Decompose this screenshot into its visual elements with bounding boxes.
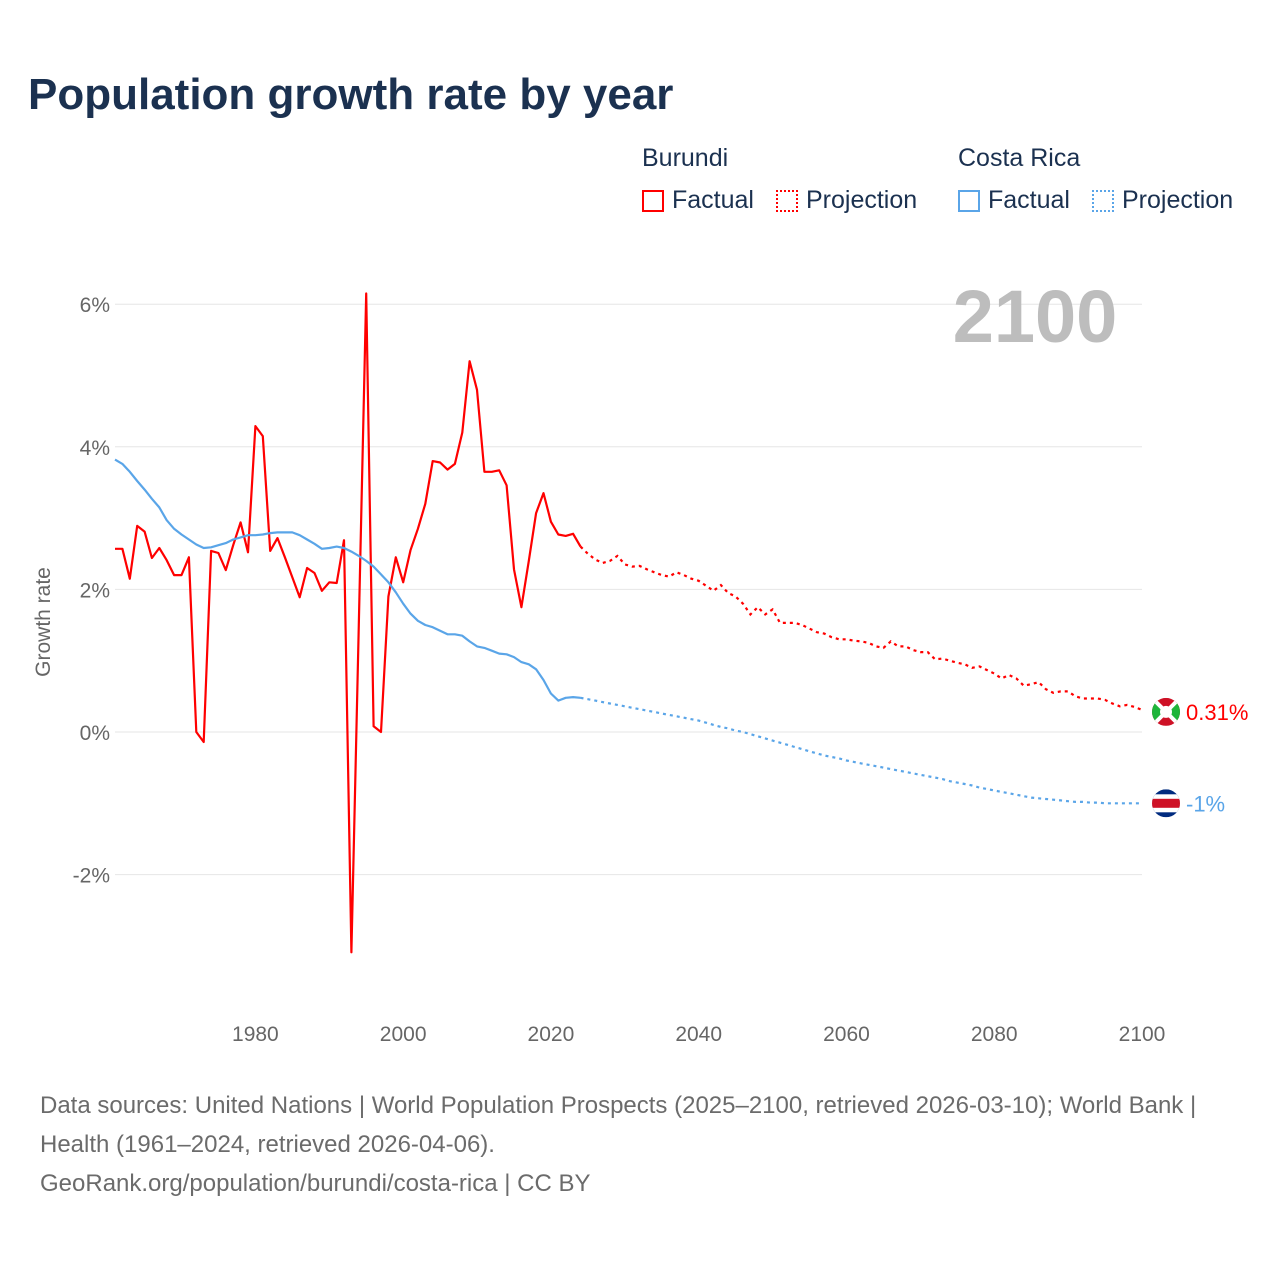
costa-rica-end-label: -1% [1186, 791, 1225, 816]
chart-title: Population growth rate by year [28, 70, 674, 119]
solid-swatch-icon [958, 189, 980, 212]
burundi-factual-line [115, 292, 582, 954]
flag-body [1152, 697, 1180, 726]
x-tick-label: 2060 [823, 1023, 870, 1046]
legend-costa-rica-name: Costa Rica [958, 144, 1081, 172]
flag-green [1166, 697, 1180, 726]
dotted-swatch-icon [1092, 189, 1114, 212]
legend-costa-rica-projection[interactable]: Projection [1092, 186, 1233, 215]
legend-label: Factual [672, 186, 754, 214]
footer: Data sources: United Nations | World Pop… [40, 1086, 1240, 1203]
legend-label: Factual [988, 186, 1070, 214]
y-tick-label: 6% [80, 294, 110, 317]
y-axis-label: Growth rate [32, 567, 55, 677]
solid-swatch-icon [642, 189, 664, 212]
legend-burundi-factual[interactable]: Factual [642, 186, 754, 215]
y-tick-label: 2% [80, 579, 110, 602]
credit-link[interactable]: GeoRank.org/population/burundi/costa-ric… [40, 1170, 591, 1197]
y-tick-label: -2% [73, 865, 110, 888]
x-tick-label: 2020 [528, 1023, 575, 1046]
x-tick-label: 2040 [675, 1023, 722, 1046]
legend-label: Projection [1122, 186, 1234, 214]
flag-disc [1160, 705, 1172, 718]
x-tick-label: 2000 [380, 1023, 427, 1046]
costa-rica-flag-icon [1152, 789, 1180, 818]
x-tick-label: 1980 [232, 1023, 279, 1046]
legend-burundi-name: Burundi [642, 144, 729, 172]
legend-costa-rica-factual[interactable]: Factual [958, 186, 1070, 215]
burundi-projection-line [579, 545, 1143, 711]
flag-green [1152, 697, 1166, 726]
costa-rica-projection-line [580, 696, 1142, 805]
legend-burundi-projection[interactable]: Projection [776, 186, 917, 215]
x-tick-label: 2080 [971, 1023, 1018, 1046]
x-tick-label: 2100 [1119, 1023, 1166, 1046]
flag-red [1152, 798, 1180, 808]
dotted-swatch-icon [776, 189, 798, 212]
legend-label: Projection [806, 186, 918, 214]
burundi-flag-icon [1152, 697, 1180, 726]
y-tick-label: 4% [80, 437, 110, 460]
burundi-end-label: 0.31% [1186, 700, 1248, 725]
costa-rica-factual-line [114, 458, 581, 702]
data-sources: Data sources: United Nations | World Pop… [40, 1092, 1197, 1158]
year-watermark: 2100 [953, 275, 1118, 358]
y-tick-label: 0% [80, 722, 110, 745]
flag-body [1152, 789, 1180, 818]
